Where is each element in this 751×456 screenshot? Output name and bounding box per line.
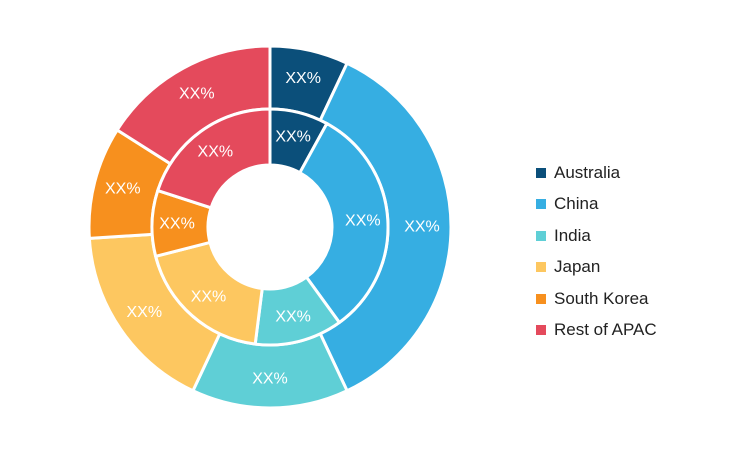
legend-item-rest-of-apac: Rest of APAC	[536, 315, 736, 347]
outer-slice-label: XX%	[404, 219, 440, 236]
legend-swatch	[536, 262, 546, 273]
legend-label: India	[554, 225, 591, 245]
legend-label: Rest of APAC	[554, 320, 657, 340]
legend-item-australia: Australia	[536, 157, 736, 189]
inner-slice-label: XX%	[345, 213, 381, 230]
outer-slice-label: XX%	[105, 181, 141, 198]
outer-slice-label: XX%	[252, 371, 288, 388]
outer-ring: XX% XX% XX% XX% XX% XX%	[87, 44, 453, 410]
outer-slice-label: XX%	[126, 304, 162, 321]
legend-swatch	[536, 230, 546, 241]
inner-slice-label: XX%	[159, 216, 195, 233]
outer-slice-label: XX%	[285, 70, 321, 87]
chart-legend: Australia China India Japan South Korea Rest …	[536, 157, 736, 346]
legend-item-india: India	[536, 220, 736, 252]
inner-ring: XX% XX% XX% XX% XX% XX%	[150, 107, 390, 347]
legend-label: Australia	[554, 162, 621, 182]
inner-slice-label: XX%	[275, 309, 311, 326]
inner-slice-label: XX%	[275, 128, 311, 145]
inner-slice-label: XX%	[198, 143, 234, 160]
legend-item-south-korea: South Korea	[536, 283, 736, 315]
legend-label: Japan	[554, 257, 601, 277]
inner-slice-label: XX%	[191, 288, 227, 305]
legend-item-japan: Japan	[536, 252, 736, 284]
legend-label: China	[554, 194, 599, 214]
legend-swatch	[536, 325, 546, 336]
inner-slice-china	[297, 121, 390, 325]
outer-slice-label: XX%	[179, 85, 215, 102]
inner-slice-rest-of-apac	[155, 107, 272, 210]
legend-swatch	[536, 167, 546, 178]
legend-item-china: China	[536, 189, 736, 221]
legend-label: South Korea	[554, 288, 649, 308]
legend-swatch	[536, 199, 546, 210]
legend-swatch	[536, 293, 546, 304]
